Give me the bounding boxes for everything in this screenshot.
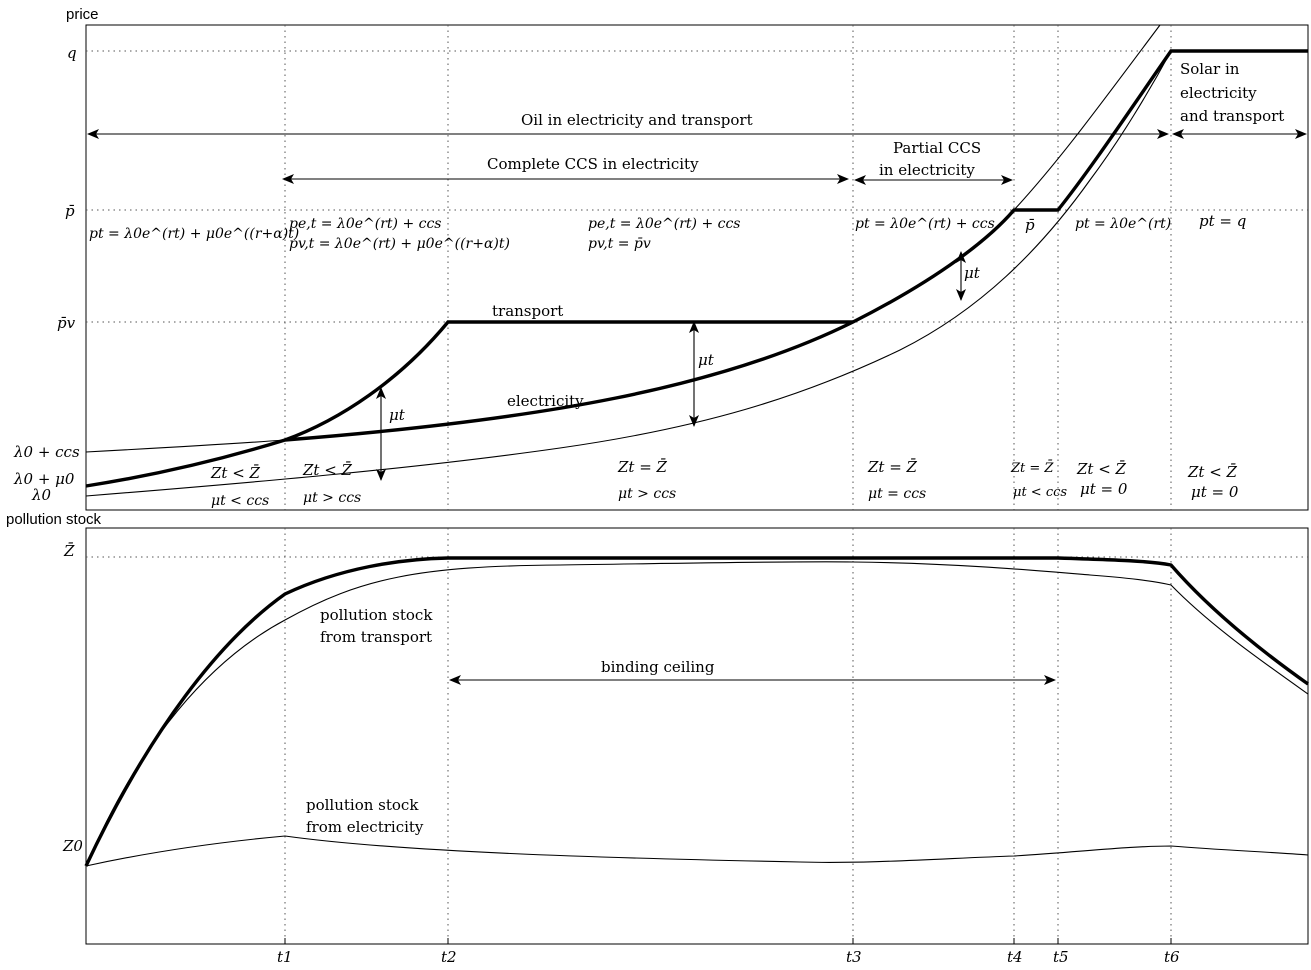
label-solar-3: and transport (1180, 107, 1284, 125)
formula-7: pt = q (1199, 212, 1246, 230)
tick-t3: t3 (846, 948, 862, 966)
pollution-guides (86, 528, 1308, 944)
label-solar-2: electricity (1180, 84, 1257, 102)
tick-t6: t6 (1164, 948, 1180, 966)
regime-4-mu: μt = ccs (868, 486, 926, 502)
label-oil-regime: Oil in electricity and transport (521, 111, 753, 129)
total-pollution-curve (84, 556, 1309, 867)
price-lower-curve (85, 50, 1172, 497)
regime-4-z: Zt = Z̄ (867, 458, 918, 476)
tick-t1: t1 (277, 948, 293, 966)
mu-label-1: μt (389, 406, 406, 424)
formula-2b: pv,t = λ0e^(rt) + μ0e^((r+α)t) (289, 236, 510, 252)
tick-t5: t5 (1053, 948, 1069, 966)
label-transport-stock-2: from transport (320, 628, 432, 646)
label-electricity: electricity (507, 392, 584, 410)
label-electricity-stock-1: pollution stock (306, 796, 419, 814)
formula-3b: pv,t = p̄v (588, 236, 651, 252)
label-z0: Z0 (62, 837, 83, 855)
label-p-bar: p̄ (65, 202, 75, 220)
transport-pollution-curve (85, 561, 1309, 867)
formula-5: p̄ (1025, 216, 1035, 234)
label-lambda-ccs: λ0 + ccs (13, 443, 80, 461)
regime-6-mu: μt = 0 (1080, 480, 1128, 498)
transport-price-curve (284, 320, 853, 442)
label-electricity-stock-2: from electricity (306, 818, 424, 836)
label-p-v-bar: p̄v (57, 314, 76, 332)
pollution-panel-frame (85, 527, 1309, 945)
label-transport: transport (492, 302, 563, 320)
regime-6-z: Zt < Z̄ (1076, 460, 1127, 478)
tick-t2: t2 (441, 948, 457, 966)
time-axis-ticks (284, 938, 1172, 944)
label-binding-ceiling: binding ceiling (601, 658, 715, 676)
formula-2a: pe,t = λ0e^(rt) + ccs (289, 216, 442, 232)
regime-7-z: Zt < Z̄ (1187, 463, 1238, 481)
regime-3-z: Zt = Z̄ (617, 458, 668, 476)
mu-arrows (376, 251, 966, 481)
mu-label-2: μt (698, 351, 715, 369)
price-panel-frame (85, 24, 1309, 511)
formula-1: pt = λ0e^(rt) + μ0e^((r+α)t) (89, 226, 299, 242)
regime-5-mu: μt < ccs (1013, 485, 1067, 500)
regime-5-z: Zt = Z̄ (1010, 460, 1054, 476)
regime-1-z: Zt < Z̄ (210, 464, 261, 482)
regime-2-z: Zt < Z̄ (302, 461, 353, 479)
label-solar-1: Solar in (1180, 60, 1240, 78)
label-lambda: λ0 (31, 486, 52, 504)
regime-2-mu: μt > ccs (303, 490, 361, 506)
regime-3-mu: μt > ccs (618, 486, 676, 502)
label-transport-stock-1: pollution stock (320, 606, 433, 624)
ccs-price-line (85, 439, 286, 453)
formula-3a: pe,t = λ0e^(rt) + ccs (588, 216, 741, 232)
electricity-price-curve (85, 49, 1308, 488)
label-partial-ccs-2: in electricity (879, 161, 975, 179)
electricity-pollution-curve (85, 835, 1309, 867)
label-q: q (67, 44, 77, 62)
price-axis-title: price (66, 6, 99, 23)
regime-7-mu: μt = 0 (1191, 483, 1239, 501)
mu-label-3: μt (964, 264, 981, 282)
regime-1-mu: μt < ccs (211, 493, 269, 509)
label-complete-ccs: Complete CCS in electricity (487, 155, 699, 173)
label-partial-ccs-1: Partial CCS (893, 139, 981, 157)
label-lambda-mu: λ0 + μ0 (13, 470, 75, 488)
formula-6: pt = λ0e^(rt) (1075, 216, 1171, 232)
pollution-axis-title: pollution stock (6, 511, 102, 528)
price-guides (86, 25, 1308, 510)
tick-t4: t4 (1007, 948, 1023, 966)
label-z-bar: Z̄ (63, 542, 75, 560)
formula-4: pt = λ0e^(rt) + ccs (855, 216, 995, 232)
